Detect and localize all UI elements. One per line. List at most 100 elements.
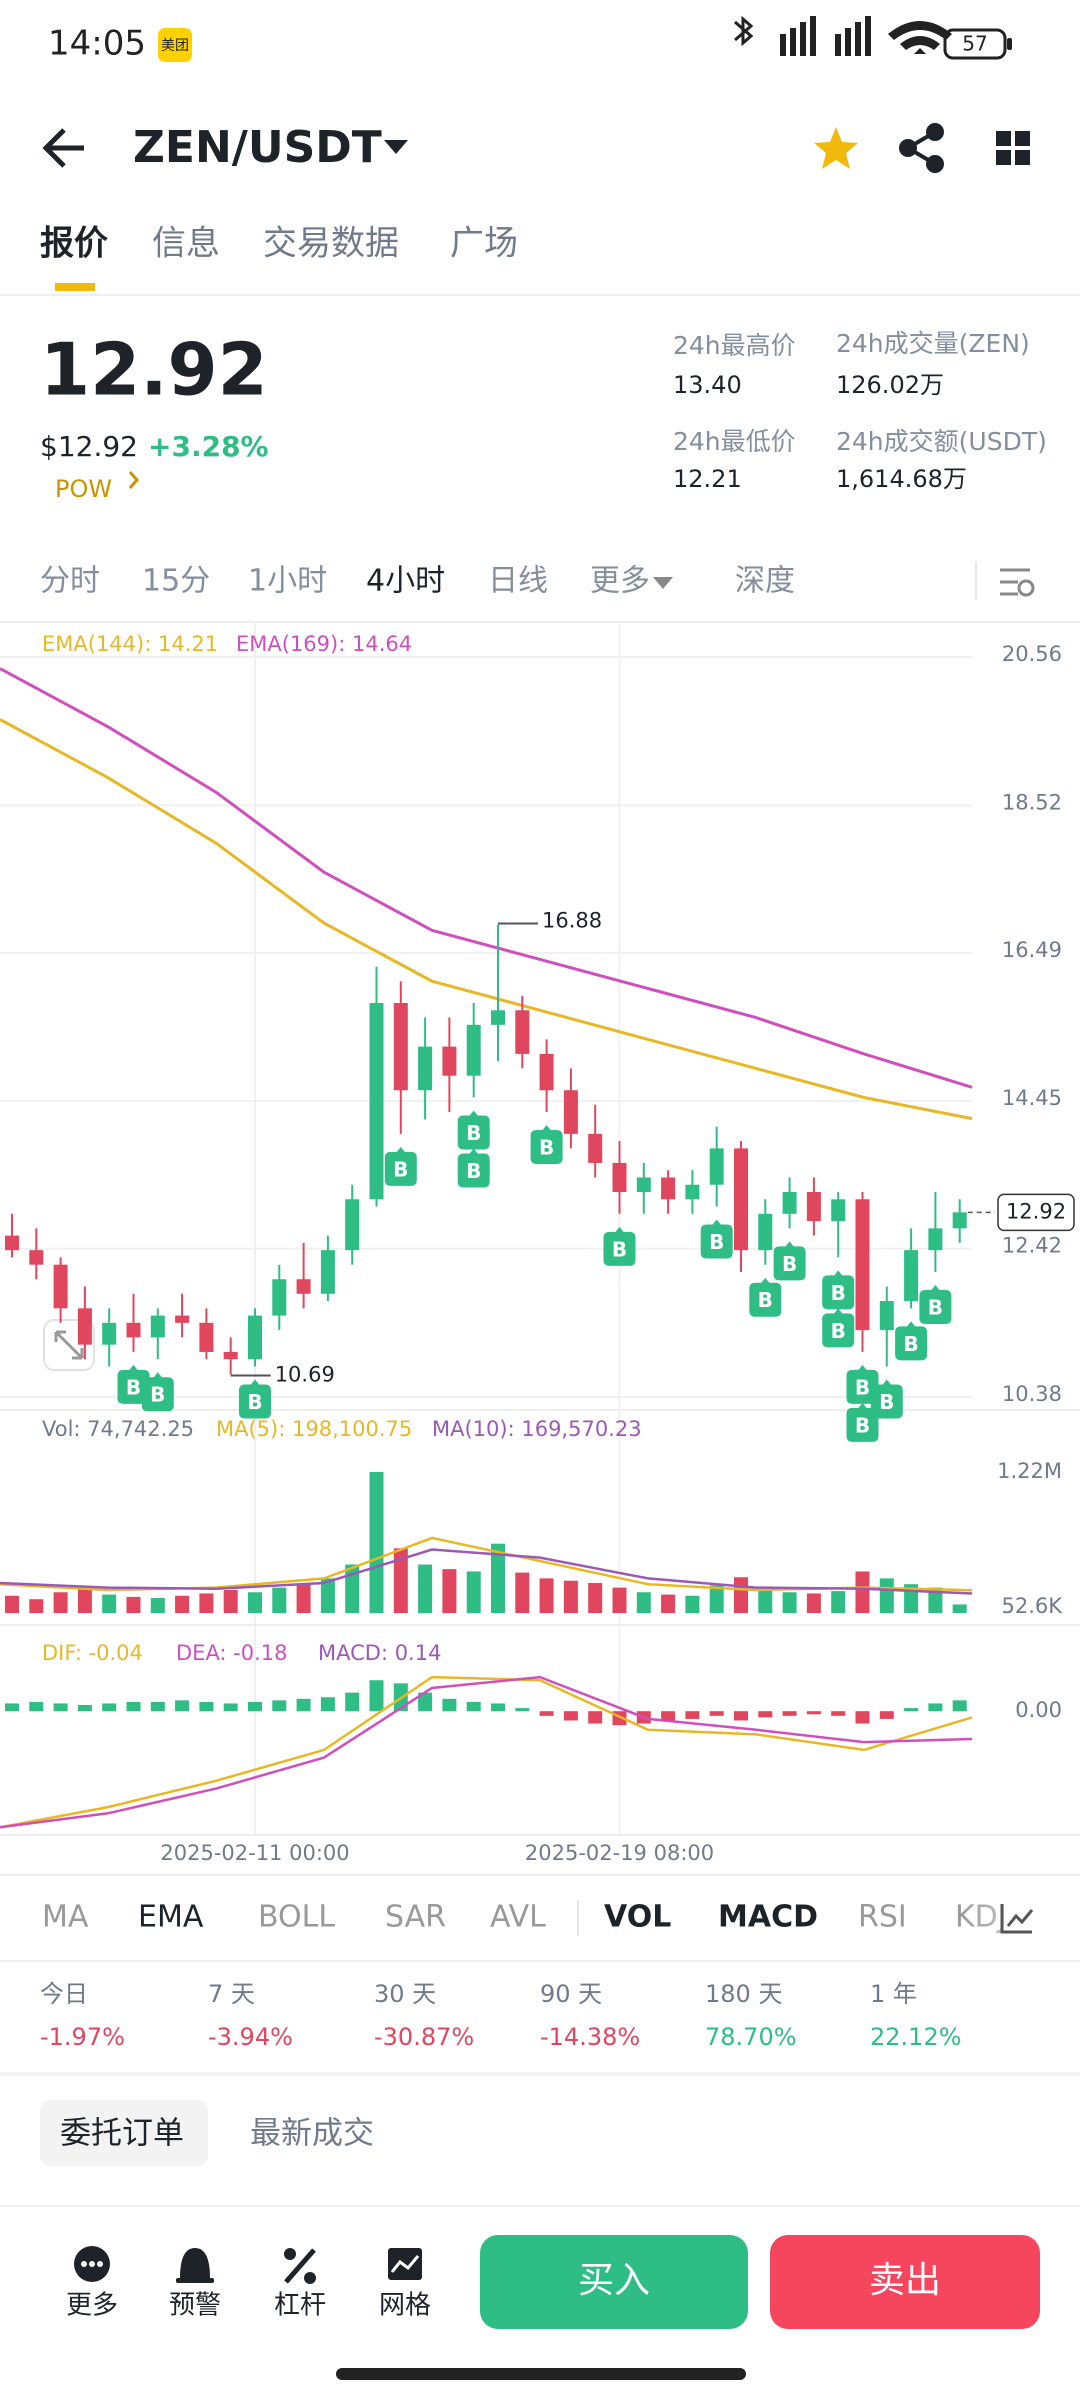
- indicator-tab[interactable]: SAR: [385, 1900, 446, 1935]
- volume-bar: [515, 1572, 530, 1614]
- buy-marker-label: B: [855, 1413, 870, 1437]
- y-tick-label: 16.49: [1002, 938, 1062, 962]
- vol-legend: MA(10): 169,570.23: [432, 1417, 642, 1441]
- candle-body: [952, 1212, 967, 1229]
- period-change: -3.94%: [208, 2023, 293, 2051]
- divider: [0, 2072, 1080, 2076]
- buy-marker-label: B: [903, 1332, 918, 1356]
- sell-button[interactable]: [770, 2235, 1040, 2329]
- volume-bar: [126, 1596, 141, 1614]
- tab[interactable]: 交易数据: [263, 224, 399, 264]
- volume-bar: [855, 1571, 870, 1614]
- candle-body: [345, 1199, 360, 1251]
- period-change: 78.70%: [705, 2023, 797, 2051]
- candle-body: [491, 1010, 505, 1025]
- ema-legend: EMA(169): 14.64: [236, 632, 412, 656]
- ema-legend: EMA(144): 14.21: [42, 632, 218, 656]
- app-badge-bg: [158, 28, 192, 62]
- volume-bar: [272, 1587, 287, 1614]
- tab[interactable]: 报价: [40, 224, 108, 264]
- indicator-tab[interactable]: MACD: [718, 1900, 818, 1935]
- macd-legend: MACD: 0.14: [318, 1641, 441, 1665]
- buy-button[interactable]: [480, 2235, 748, 2329]
- share-button[interactable]: [899, 123, 944, 173]
- interval-tab[interactable]: 15分: [142, 564, 210, 599]
- action-label[interactable]: 网格: [379, 2291, 431, 2321]
- macd-bar: [806, 1711, 821, 1715]
- chart-settings[interactable]: [1000, 568, 1035, 597]
- divider: [0, 1874, 1080, 1876]
- interval-tab[interactable]: 日线: [488, 564, 548, 599]
- divider: [0, 294, 1080, 296]
- volume-bar: [734, 1577, 748, 1614]
- interval-tab[interactable]: 1小时: [248, 564, 327, 599]
- back-button[interactable]: [42, 128, 84, 168]
- y-tick-label: 14.45: [1002, 1086, 1062, 1110]
- candle-body: [369, 1003, 384, 1200]
- candle-body: [685, 1184, 700, 1200]
- candle-body: [393, 1003, 408, 1091]
- buy-marker: [239, 1379, 271, 1419]
- y-tick-label: 1.22M: [997, 1459, 1062, 1483]
- macd-bar: [77, 1705, 92, 1712]
- favorite-star[interactable]: [814, 127, 858, 169]
- volume-bar: [491, 1543, 505, 1614]
- pair-title[interactable]: ZEN/USDT: [133, 122, 382, 173]
- macd-bar: [831, 1711, 846, 1716]
- volume-bar: [418, 1564, 433, 1614]
- interval-tab[interactable]: 深度: [735, 564, 795, 599]
- macd-bar: [685, 1711, 700, 1719]
- indicator-tab[interactable]: RSI: [858, 1900, 907, 1935]
- stat-value: 1,614.68万: [836, 465, 967, 493]
- volume-bar: [709, 1585, 724, 1614]
- buy-marker: [530, 1125, 563, 1165]
- volume-bar: [5, 1595, 19, 1614]
- interval-tab[interactable]: 分时: [40, 564, 100, 599]
- buy-label[interactable]: 买入: [578, 2260, 650, 2301]
- indicator-tab[interactable]: AVL: [490, 1900, 546, 1935]
- last-price-label: 12.92: [1006, 1199, 1066, 1223]
- action-label[interactable]: 更多: [66, 2291, 118, 2321]
- volume-bar: [782, 1592, 797, 1614]
- indicator-settings[interactable]: [1000, 1904, 1034, 1934]
- macd-bar: [296, 1698, 311, 1712]
- macd-bar: [952, 1700, 967, 1712]
- volume-bar: [758, 1589, 773, 1614]
- indicator-tab[interactable]: VOL: [604, 1900, 671, 1935]
- indicator-tab[interactable]: MA: [42, 1900, 89, 1935]
- action-label[interactable]: 预警: [169, 2291, 221, 2321]
- pair-dropdown[interactable]: [384, 140, 408, 154]
- candle-body: [515, 1010, 530, 1054]
- period-change: -30.87%: [374, 2023, 474, 2051]
- macd-bar: [102, 1703, 117, 1712]
- layout-button[interactable]: [996, 131, 1030, 165]
- order-tab[interactable]: 委托订单: [60, 2116, 184, 2152]
- buy-marker: [846, 1402, 879, 1442]
- macd-bar: [515, 1708, 530, 1712]
- candle-body: [831, 1199, 846, 1222]
- candle-body: [126, 1322, 141, 1338]
- period-change: -14.38%: [540, 2023, 640, 2051]
- macd-bar: [442, 1698, 457, 1712]
- interval-tab[interactable]: 更多: [590, 564, 650, 599]
- order-tab[interactable]: 最新成交: [250, 2116, 374, 2152]
- indicator-tab[interactable]: EMA: [138, 1900, 204, 1935]
- macd-bar: [199, 1701, 214, 1712]
- more-dropdown[interactable]: [653, 577, 673, 589]
- candle-body: [466, 1024, 481, 1076]
- tab[interactable]: 广场: [450, 224, 518, 264]
- tab[interactable]: 信息: [152, 224, 220, 264]
- indicator-tab[interactable]: BOLL: [258, 1900, 335, 1935]
- macd-bar: [29, 1701, 44, 1712]
- buy-marker: [773, 1241, 806, 1281]
- sell-label[interactable]: 卖出: [869, 2260, 941, 2301]
- action-label[interactable]: 杠杆: [274, 2291, 326, 2321]
- candle-body: [806, 1192, 821, 1222]
- interval-tab[interactable]: 4小时: [366, 564, 445, 599]
- volume-bar: [612, 1587, 627, 1614]
- macd-bar: [709, 1711, 724, 1716]
- buy-marker: [141, 1372, 174, 1412]
